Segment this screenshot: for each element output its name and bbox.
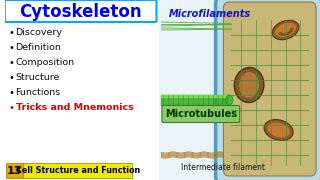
Text: •: • bbox=[9, 88, 15, 98]
Text: Microtubules: Microtubules bbox=[165, 109, 237, 119]
Text: Discovery: Discovery bbox=[16, 28, 63, 37]
Ellipse shape bbox=[234, 68, 264, 102]
Text: Intermediate filament: Intermediate filament bbox=[181, 163, 265, 172]
Ellipse shape bbox=[272, 20, 299, 40]
Text: Definition: Definition bbox=[16, 43, 61, 52]
Ellipse shape bbox=[226, 95, 233, 105]
Text: Tricks and Mnemonics: Tricks and Mnemonics bbox=[16, 103, 133, 112]
FancyBboxPatch shape bbox=[5, 0, 156, 22]
Text: •: • bbox=[9, 28, 15, 38]
Ellipse shape bbox=[239, 72, 259, 98]
FancyBboxPatch shape bbox=[159, 0, 320, 180]
Text: Microfilaments: Microfilaments bbox=[169, 9, 252, 19]
Text: •: • bbox=[9, 73, 15, 83]
FancyBboxPatch shape bbox=[6, 163, 22, 178]
Ellipse shape bbox=[264, 120, 293, 140]
Text: Structure: Structure bbox=[16, 73, 60, 82]
Text: Cytoskeleton: Cytoskeleton bbox=[19, 3, 142, 21]
Text: •: • bbox=[9, 43, 15, 53]
Text: Composition: Composition bbox=[16, 58, 75, 67]
Text: Functions: Functions bbox=[16, 88, 61, 97]
Ellipse shape bbox=[268, 123, 290, 137]
FancyBboxPatch shape bbox=[216, 0, 320, 180]
FancyBboxPatch shape bbox=[162, 105, 240, 123]
Text: •: • bbox=[9, 103, 15, 113]
Ellipse shape bbox=[275, 23, 296, 37]
Text: 13: 13 bbox=[6, 165, 22, 176]
Text: Cell Structure and Function: Cell Structure and Function bbox=[16, 166, 140, 175]
FancyBboxPatch shape bbox=[23, 163, 132, 178]
FancyBboxPatch shape bbox=[223, 2, 316, 176]
Text: •: • bbox=[9, 58, 15, 68]
